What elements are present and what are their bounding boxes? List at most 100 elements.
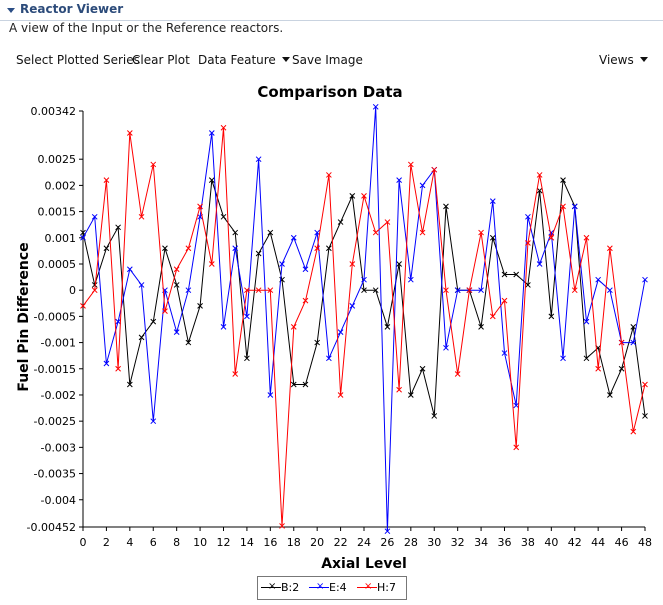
data-point	[583, 355, 590, 362]
legend-swatch: ×	[261, 580, 281, 594]
x-tick-label: 0	[80, 536, 87, 549]
data-point	[150, 318, 157, 325]
legend-label: H:7	[377, 580, 396, 594]
legend-label: E:4	[329, 580, 347, 594]
legend-item-h7[interactable]: × H:7	[357, 580, 396, 594]
data-point	[372, 103, 379, 110]
data-point	[349, 193, 356, 199]
x-tick-label: 18	[287, 536, 301, 549]
data-point	[361, 193, 367, 199]
y-tick-label: -0.003	[41, 441, 76, 454]
data-point	[630, 428, 637, 435]
data-point	[513, 402, 520, 409]
chevron-down-icon	[281, 57, 290, 62]
x-tick-label: 2	[103, 536, 110, 549]
data-point	[80, 303, 86, 309]
data-point	[478, 287, 484, 294]
data-point	[571, 287, 578, 294]
data-point	[290, 381, 297, 388]
data-point	[396, 386, 402, 393]
panel-header[interactable]: Reactor Viewer	[0, 0, 663, 21]
data-point	[384, 324, 391, 330]
data-point	[337, 219, 344, 225]
data-point	[419, 365, 426, 372]
data-point	[208, 177, 215, 184]
x-tick-label: 28	[404, 536, 418, 549]
legend-label: B:2	[281, 580, 300, 594]
y-tick-label: 0.0025	[38, 153, 77, 166]
x-tick-label: 46	[615, 536, 629, 549]
data-point	[489, 198, 496, 204]
chevron-down-icon	[639, 57, 648, 62]
data-point	[150, 161, 157, 168]
data-point	[326, 355, 332, 362]
data-point	[349, 261, 356, 267]
data-point	[642, 413, 648, 419]
x-tick-label: 34	[474, 536, 488, 549]
x-tick-label: 38	[521, 536, 535, 549]
data-point	[232, 229, 239, 236]
data-point	[525, 213, 531, 220]
data-point	[407, 392, 414, 398]
x-tick-label: 40	[544, 536, 558, 549]
data-point	[454, 287, 461, 294]
data-point	[244, 313, 250, 320]
data-point	[548, 313, 555, 320]
data-point	[536, 172, 543, 178]
data-point	[337, 392, 344, 398]
data-point	[302, 381, 309, 388]
y-axis-label: Fuel Pin Difference	[16, 242, 32, 391]
data-point	[197, 203, 203, 210]
views-dropdown[interactable]: Views	[599, 53, 648, 67]
data-point	[548, 234, 555, 241]
data-point	[115, 318, 121, 325]
clear-plot-button[interactable]: Clear Plot	[132, 53, 190, 67]
y-tick-label: -0.0035	[34, 468, 76, 481]
data-point	[314, 245, 321, 252]
select-plotted-series-button[interactable]: Select Plotted Series	[16, 53, 140, 67]
data-point	[560, 355, 566, 362]
data-point	[91, 213, 98, 220]
panel-description: A view of the Input or the Reference rea…	[9, 21, 284, 35]
data-point	[115, 365, 121, 372]
x-tick-label: 26	[380, 536, 394, 549]
legend-item-e4[interactable]: × E:4	[309, 580, 347, 594]
data-point	[466, 287, 473, 294]
data-point	[642, 381, 648, 388]
data-point	[267, 229, 274, 236]
data-point	[150, 418, 157, 425]
data-point	[267, 392, 274, 398]
data-point	[396, 261, 402, 267]
data-point	[478, 229, 484, 236]
x-tick-label: 16	[263, 536, 277, 549]
save-image-button[interactable]: Save Image	[292, 53, 363, 67]
data-point	[326, 245, 332, 252]
y-tick-label: 0.002	[45, 179, 77, 192]
data-point	[431, 166, 438, 173]
data-point	[255, 156, 262, 163]
y-tick-label: -0.0025	[34, 415, 76, 428]
data-point	[583, 234, 590, 241]
collapse-triangle-icon[interactable]	[7, 8, 15, 13]
data-point	[220, 324, 227, 330]
data-point	[173, 329, 180, 335]
data-point	[103, 177, 110, 184]
data-point	[290, 324, 297, 330]
data-point	[372, 287, 379, 294]
data-point	[419, 229, 426, 236]
data-point	[443, 287, 449, 294]
data-point	[232, 371, 239, 377]
data-point	[618, 365, 625, 372]
legend-item-b2[interactable]: × B:2	[261, 580, 299, 594]
y-tick-label: 0.00342	[31, 105, 77, 118]
x-tick-label: 36	[498, 536, 512, 549]
y-tick-label: 0.001	[45, 232, 77, 245]
data-point	[618, 339, 625, 346]
data-point	[91, 282, 98, 288]
data-point	[267, 287, 274, 294]
data-point	[232, 245, 239, 252]
y-tick-label: -0.00452	[27, 521, 76, 534]
data-feature-dropdown[interactable]: Data Feature	[198, 53, 290, 67]
series-line-h7	[82, 127, 646, 527]
